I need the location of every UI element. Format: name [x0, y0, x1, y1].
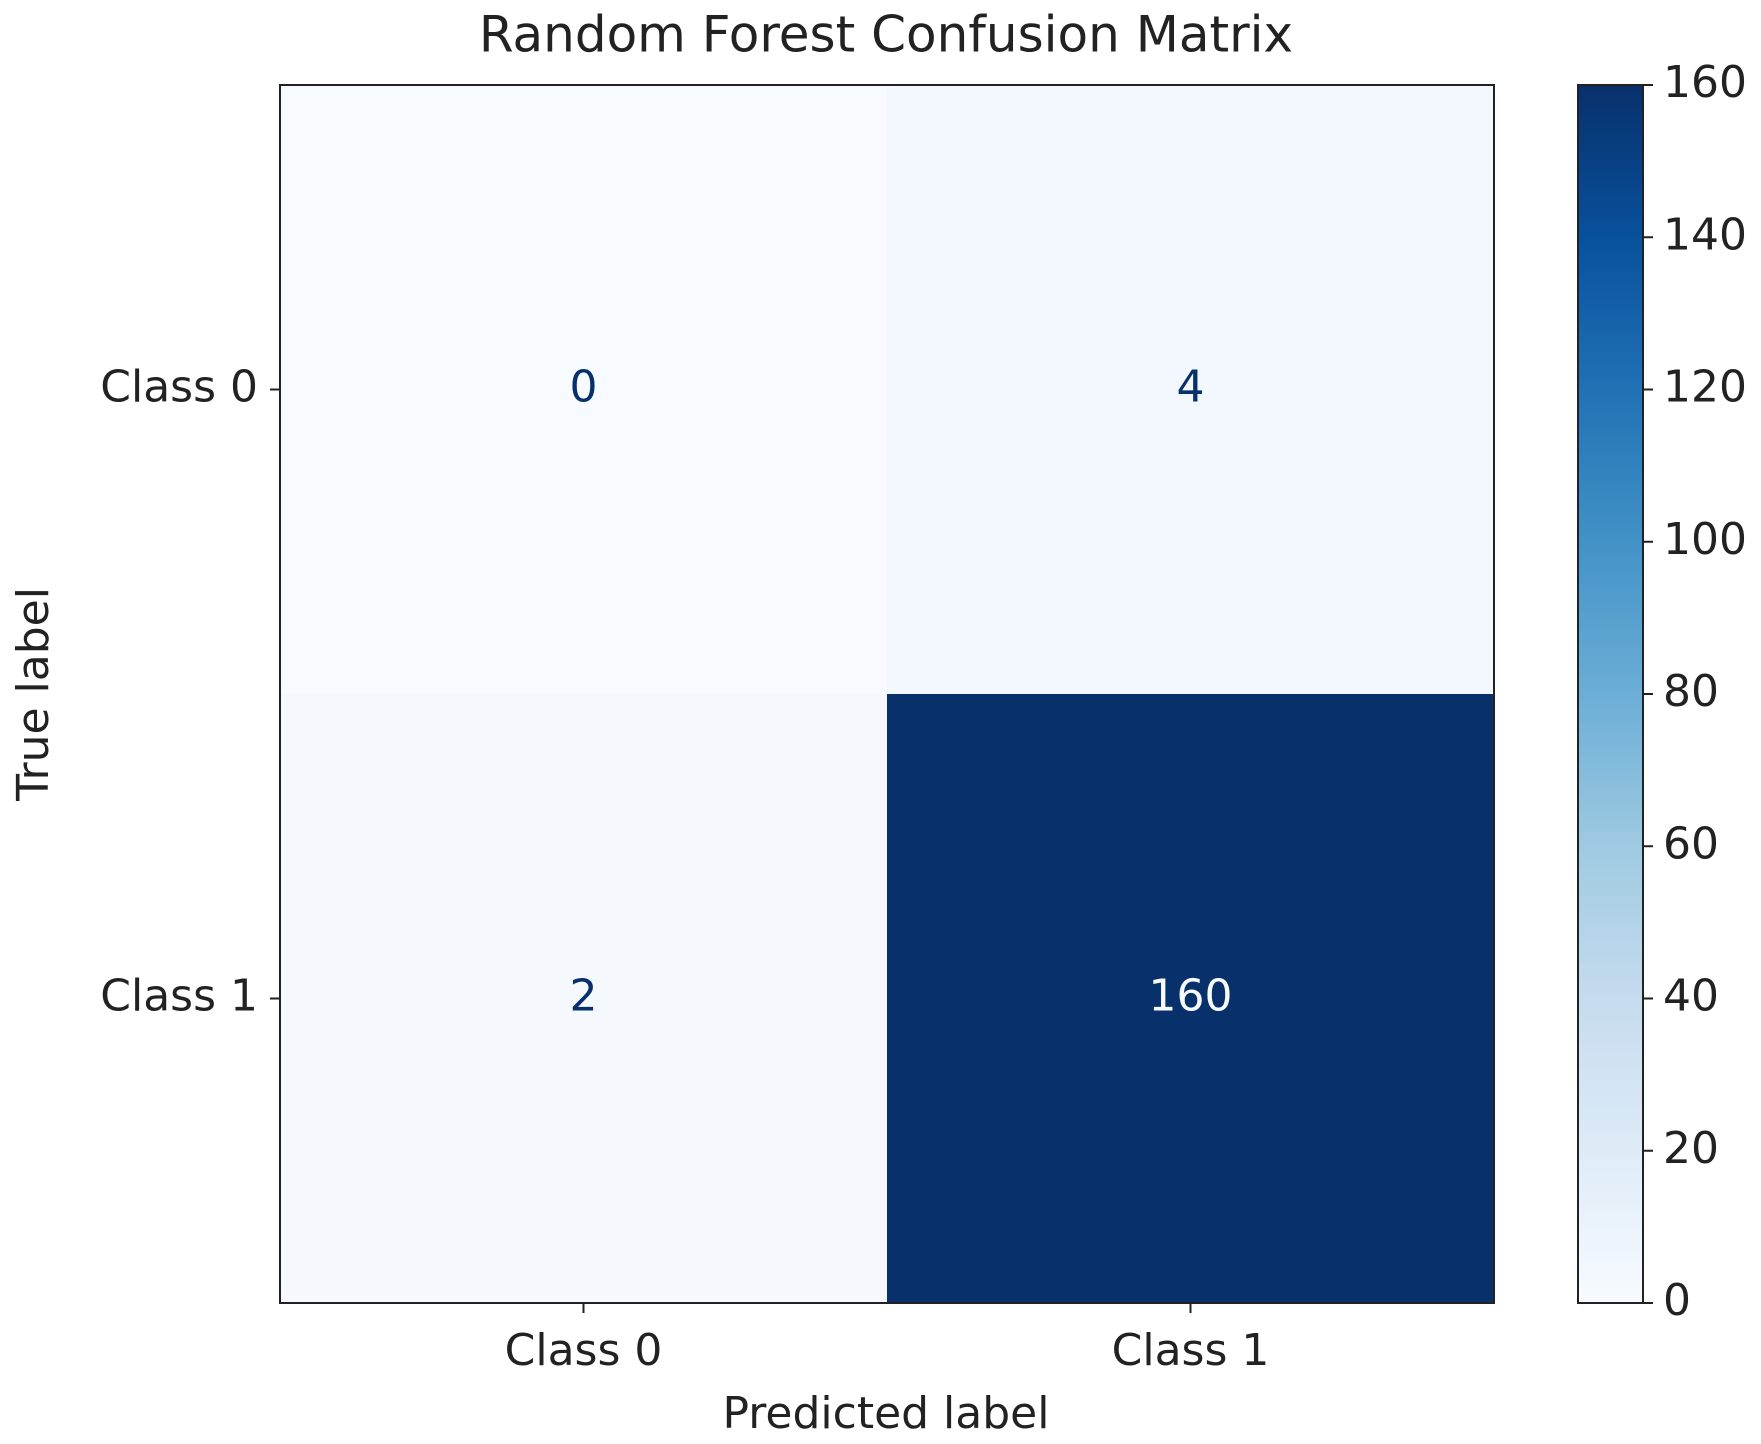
y-tick-label: Class 0: [100, 362, 258, 413]
cell-value-label: 160: [1149, 971, 1233, 1022]
y-tick-label: Class 1: [100, 971, 258, 1022]
heatmap-cell: [280, 694, 888, 1304]
x-tick-label: Class 1: [1112, 1325, 1270, 1376]
heatmap-cell: [887, 85, 1495, 695]
chart-title: Random Forest Confusion Matrix: [479, 6, 1293, 64]
heatmap-cell: [887, 694, 1495, 1304]
colorbar-tick-label: 100: [1663, 514, 1747, 565]
y-axis-label: True label: [8, 587, 59, 802]
colorbar-tick-label: 80: [1663, 666, 1719, 717]
colorbar-tick-label: 120: [1663, 362, 1747, 413]
cell-value-label: 0: [570, 362, 598, 413]
x-axis-label: Predicted label: [723, 1388, 1050, 1439]
colorbar-tick-label: 0: [1663, 1275, 1691, 1326]
x-tick-label: Class 0: [505, 1325, 663, 1376]
heatmap-cell: [280, 85, 888, 695]
plot-frame: [279, 84, 1495, 1304]
colorbar-tick-label: 20: [1663, 1123, 1719, 1174]
colorbar-tick-label: 60: [1663, 818, 1719, 869]
colorbar-tick-label: 40: [1663, 971, 1719, 1022]
colorbar-tick-label: 140: [1663, 209, 1747, 260]
cell-value-label: 4: [1177, 362, 1205, 413]
cell-value-label: 2: [570, 971, 598, 1022]
colorbar: [1577, 84, 1644, 1304]
colorbar-tick-label: 160: [1663, 57, 1747, 108]
